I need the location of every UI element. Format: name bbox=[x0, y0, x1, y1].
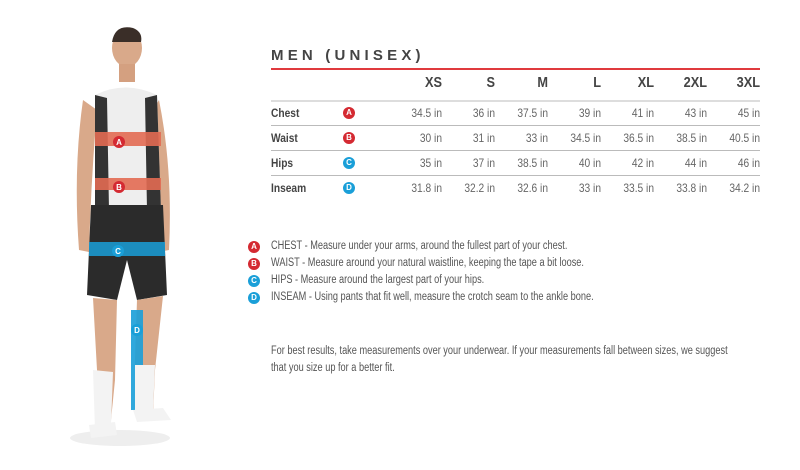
legend-badge: D bbox=[248, 292, 260, 304]
table-cell: 46 in bbox=[737, 156, 760, 170]
table-cell: 44 in bbox=[684, 156, 707, 170]
row-badge: A bbox=[343, 107, 355, 119]
table-cell: 40 in bbox=[578, 156, 601, 170]
table-cell: 40.5 in bbox=[729, 131, 760, 145]
row-divider bbox=[271, 150, 760, 151]
legend-badge: A bbox=[248, 241, 260, 253]
table-cell: 38.5 in bbox=[676, 131, 707, 145]
figure-badge-b: B bbox=[116, 183, 122, 192]
row-label-inseam: Inseam bbox=[271, 181, 307, 195]
legend-badge: B bbox=[248, 258, 260, 270]
model-figure: A B C D bbox=[70, 27, 171, 446]
table-cell: 33 in bbox=[525, 131, 548, 145]
size-header-xl: XL bbox=[637, 74, 654, 91]
table-cell: 31 in bbox=[472, 131, 495, 145]
table-cell: 43 in bbox=[684, 106, 707, 120]
row-divider bbox=[271, 175, 760, 176]
figure-badge-a: A bbox=[116, 138, 122, 147]
table-cell: 33.5 in bbox=[623, 181, 654, 195]
table-cell: 34.2 in bbox=[729, 181, 760, 195]
figure-badge-d: D bbox=[134, 326, 140, 335]
row-label-waist: Waist bbox=[271, 131, 298, 145]
row-badge: D bbox=[343, 182, 355, 194]
table-cell: 34.5 in bbox=[411, 106, 442, 120]
legend-text: CHEST - Measure under your arms, around … bbox=[271, 240, 568, 252]
note-line-2: that you size up for a better fit. bbox=[271, 362, 395, 374]
table-cell: 33.8 in bbox=[676, 181, 707, 195]
size-header-s: S bbox=[486, 74, 495, 91]
size-header-l: L bbox=[593, 74, 601, 91]
table-cell: 34.5 in bbox=[570, 131, 601, 145]
table-cell: 37 in bbox=[472, 156, 495, 170]
legend-text: WAIST - Measure around your natural wais… bbox=[271, 257, 584, 269]
table-cell: 32.6 in bbox=[517, 181, 548, 195]
table-cell: 45 in bbox=[737, 106, 760, 120]
table-cell: 42 in bbox=[631, 156, 654, 170]
table-cell: 38.5 in bbox=[517, 156, 548, 170]
size-header-2xl: 2XL bbox=[683, 74, 707, 91]
size-header-xs: XS bbox=[424, 74, 442, 91]
title-divider bbox=[271, 68, 760, 70]
row-label-chest: Chest bbox=[271, 106, 300, 120]
legend-badge: C bbox=[248, 275, 260, 287]
row-badge: B bbox=[343, 132, 355, 144]
header-divider bbox=[271, 100, 760, 102]
table-cell: 32.2 in bbox=[464, 181, 495, 195]
table-cell: 30 in bbox=[419, 131, 442, 145]
size-header-m: M bbox=[537, 74, 548, 91]
table-cell: 41 in bbox=[631, 106, 654, 120]
row-badge: C bbox=[343, 157, 355, 169]
table-cell: 31.8 in bbox=[411, 181, 442, 195]
size-header-3xl: 3XL bbox=[736, 74, 760, 91]
table-cell: 35 in bbox=[419, 156, 442, 170]
table-cell: 33 in bbox=[578, 181, 601, 195]
table-cell: 36.5 in bbox=[623, 131, 654, 145]
row-divider bbox=[271, 125, 760, 126]
legend-text: HIPS - Measure around the largest part o… bbox=[271, 274, 485, 286]
legend-text: INSEAM - Using pants that fit well, meas… bbox=[271, 291, 594, 303]
row-label-hips: Hips bbox=[271, 156, 294, 170]
figure-badge-c: C bbox=[115, 247, 121, 256]
table-cell: 36 in bbox=[472, 106, 495, 120]
table-cell: 39 in bbox=[578, 106, 601, 120]
table-cell: 37.5 in bbox=[517, 106, 548, 120]
page-title: MEN (UNISEX) bbox=[271, 47, 425, 64]
note-line-1: For best results, take measurements over… bbox=[271, 345, 728, 357]
